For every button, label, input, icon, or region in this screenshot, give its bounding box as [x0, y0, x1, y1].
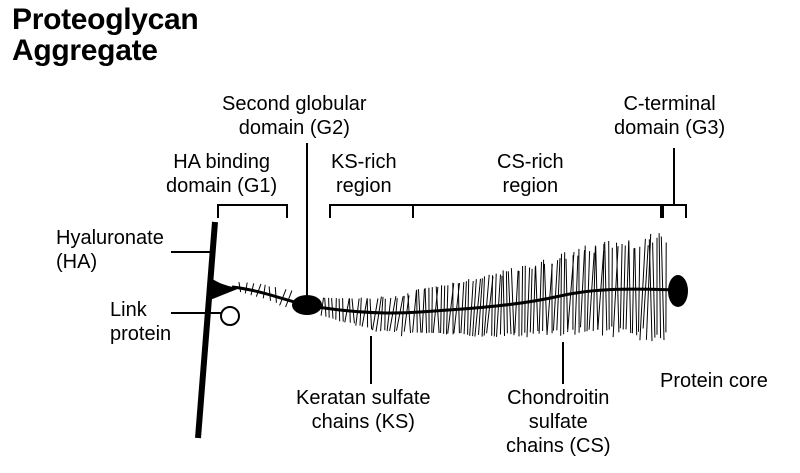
link-label-line-2: protein: [110, 323, 172, 345]
keratan-sulfate-chain: [372, 298, 379, 331]
ks-chains-label: Keratan sulfate chains (KS): [296, 386, 431, 434]
diagram-title: Proteoglycan Aggregate: [12, 3, 199, 67]
g1-label: HA binding domain (G1): [166, 150, 277, 198]
chondroitin-sulfate-chain: [514, 270, 519, 334]
region-brackets: [217, 204, 687, 218]
title-line-1: Proteoglycan: [12, 3, 199, 36]
ha-label: Hyaluronate (HA): [56, 226, 164, 274]
ks-region-label: KS-rich region: [331, 150, 397, 198]
keratan-sulfate-chains: [320, 293, 411, 337]
link-protein-circle: [220, 306, 240, 326]
hyaluronate-strand: [195, 221, 218, 439]
chondroitin-sulfate-chain: [535, 265, 539, 332]
side-chain: [262, 284, 266, 299]
g3-label-line-2: domain (G3): [614, 117, 726, 139]
g2-label: Second globular domain (G2): [222, 92, 367, 140]
title-line-2: Aggregate: [12, 34, 158, 67]
cs-chains-label-line-2: sulfate: [528, 411, 588, 433]
link-label-line-1: Link: [110, 299, 147, 321]
link-protein-label: Link protein: [110, 298, 171, 346]
protein-core-label: Protein core: [660, 369, 768, 393]
chondroitin-sulfate-chain: [658, 233, 662, 339]
chondroitin-sulfate-chain: [616, 242, 620, 333]
keratan-sulfate-chain: [369, 298, 373, 330]
chondroitin-sulfate-chain: [622, 245, 626, 330]
chondroitin-sulfate-chain: [634, 247, 638, 336]
cs-region-label: CS-rich region: [497, 150, 564, 198]
ks-region-label-line-2: region: [335, 175, 392, 197]
g3-globular-domain: [668, 275, 688, 307]
chondroitin-sulfate-chain: [502, 270, 505, 337]
chondroitin-sulfate-chain: [628, 240, 632, 334]
cs-region-bracket: [413, 204, 662, 218]
chondroitin-sulfate-chain: [505, 271, 508, 334]
chondroitin-sulfate-chains: [412, 233, 667, 342]
chondroitin-sulfate-chain: [604, 241, 608, 331]
chondroitin-sulfate-chain: [619, 243, 623, 329]
protein-core-label-text: Protein core: [660, 370, 768, 392]
keratan-sulfate-chain: [394, 298, 398, 332]
side-chain: [255, 283, 262, 297]
chondroitin-sulfate-chain: [580, 250, 585, 328]
chondroitin-sulfate-chain: [538, 261, 542, 334]
g2-label-line-2: domain (G2): [238, 117, 350, 139]
cs-chains-label-line-1: Chondroitin: [507, 387, 610, 409]
chondroitin-sulfate-chain: [642, 245, 649, 329]
g3-label-line-1: C-terminal: [623, 93, 716, 115]
g1-bracket: [217, 204, 288, 218]
keratan-sulfate-chain: [401, 295, 405, 337]
side-chain: [285, 290, 293, 308]
leader-lines: [171, 143, 675, 384]
ks-chains-label-line-1: Keratan sulfate: [296, 387, 431, 409]
ks-chains-label-line-2: chains (KS): [311, 411, 415, 433]
side-chain: [274, 287, 277, 303]
ks-region-label-line-1: KS-rich: [331, 151, 397, 173]
chondroitin-sulfate-chain: [521, 265, 524, 336]
chondroitin-sulfate-chain: [483, 274, 490, 336]
chondroitin-sulfate-chain: [625, 241, 630, 330]
chondroitin-sulfate-chain: [608, 240, 610, 330]
chondroitin-sulfate-chain: [574, 255, 579, 335]
ha-label-line-2: (HA): [56, 251, 98, 273]
cs-chains-label-line-3: chains (CS): [506, 435, 611, 457]
chondroitin-sulfate-chain: [595, 246, 599, 330]
chondroitin-sulfate-chain: [563, 252, 566, 335]
g3-label: C-terminal domain (G3): [614, 92, 725, 140]
g1-label-line-2: domain (G1): [166, 175, 278, 197]
g3-bracket: [662, 204, 687, 218]
chondroitin-sulfate-chain: [611, 247, 613, 327]
g1-label-line-1: HA binding: [173, 151, 270, 173]
cs-region-label-line-2: region: [502, 175, 559, 197]
ks-region-bracket: [329, 204, 414, 218]
chondroitin-sulfate-chain: [524, 265, 526, 333]
chondroitin-sulfate-chain: [556, 258, 561, 331]
chondroitin-sulfate-chain: [592, 245, 596, 332]
cs-chains-label: Chondroitin sulfate chains (CS): [506, 386, 610, 458]
g1-globular-domain: [208, 275, 240, 300]
g2-label-line-1: Second globular: [222, 93, 367, 115]
cs-region-label-line-1: CS-rich: [497, 151, 564, 173]
g2-globular-domain: [292, 295, 322, 315]
chondroitin-sulfate-chain: [631, 248, 635, 334]
chondroitin-sulfate-chain: [542, 259, 545, 332]
chondroitin-sulfate-chain: [507, 271, 512, 335]
chondroitin-sulfate-chain: [552, 260, 559, 331]
ha-label-line-1: Hyaluronate: [56, 227, 164, 249]
chondroitin-sulfate-chain: [510, 268, 515, 336]
chondroitin-sulfate-chain: [467, 279, 470, 335]
